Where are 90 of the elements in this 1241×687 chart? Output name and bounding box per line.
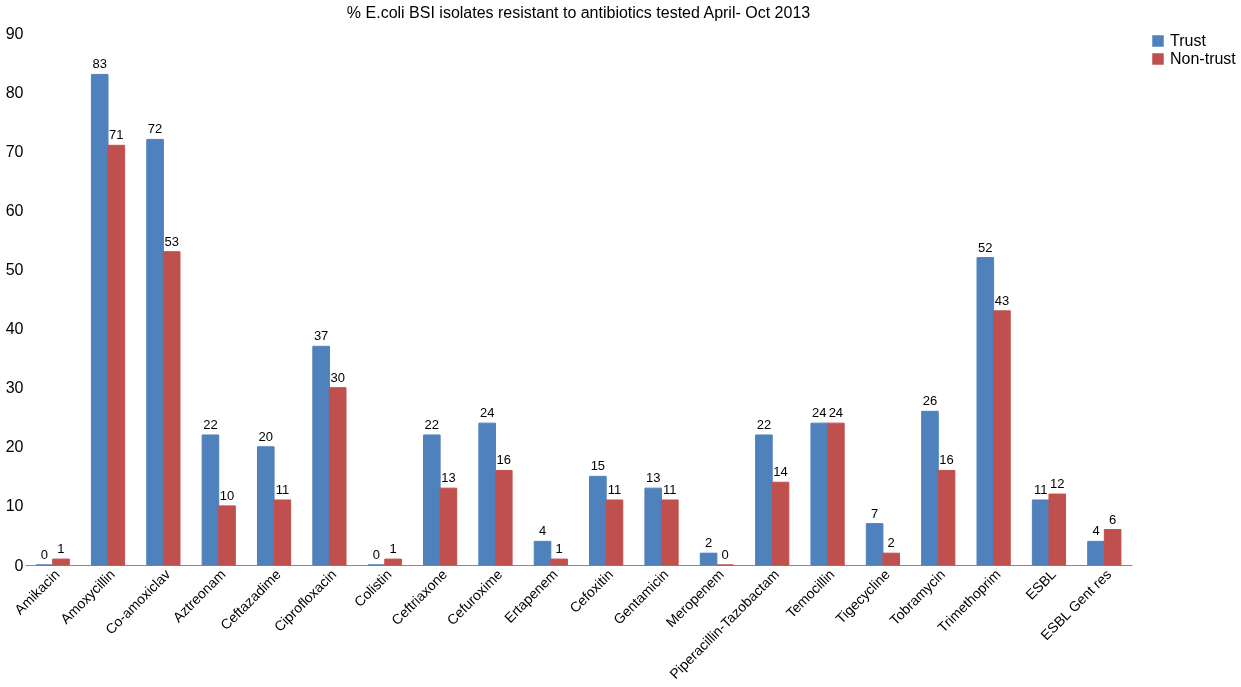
data-label: 52: [978, 239, 993, 255]
bar: [810, 422, 829, 566]
data-label: 11: [607, 481, 622, 497]
bar: [1048, 493, 1067, 566]
bar: [589, 475, 607, 566]
data-label: 2: [887, 535, 895, 551]
data-label: 16: [939, 452, 954, 468]
bar: [882, 552, 901, 566]
bar: [384, 558, 402, 566]
bar: [1031, 499, 1050, 566]
bar: [107, 144, 126, 566]
bar: [976, 257, 995, 566]
data-label: 4: [1092, 523, 1100, 539]
data-label: 0: [40, 547, 48, 562]
data-label: 6: [1109, 511, 1117, 527]
data-label: 72: [147, 121, 163, 137]
y-tick-label: 60: [5, 201, 24, 219]
bar: [201, 434, 220, 566]
data-label: 83: [92, 56, 107, 72]
data-label: 1: [555, 541, 563, 557]
bar: [661, 499, 679, 566]
data-label: 53: [164, 233, 179, 249]
data-label: 11: [275, 481, 290, 497]
bar: [494, 469, 513, 566]
bar: [52, 558, 70, 566]
y-tick-label: 10: [5, 497, 24, 515]
data-label: 14: [773, 464, 788, 480]
chart-title: % E.coli BSI isolates resistant to antibiotics tested April- Oct 2013: [346, 4, 811, 21]
bar: [1103, 529, 1122, 566]
bar: [423, 434, 441, 566]
y-tick-label: 20: [5, 438, 24, 456]
y-tick-label: 30: [5, 379, 24, 397]
data-label: 26: [922, 393, 938, 409]
bar: [533, 540, 552, 566]
legend-label: Trust: [1170, 32, 1207, 49]
data-label: 24: [828, 405, 844, 421]
bar: [273, 499, 292, 566]
data-label: 15: [590, 458, 606, 474]
bar: [312, 345, 330, 566]
bar: [90, 73, 109, 566]
bar: [478, 422, 496, 566]
bar: [993, 310, 1011, 566]
data-label: 37: [313, 328, 329, 344]
bar: [550, 558, 568, 566]
data-label: 7: [871, 505, 879, 521]
y-tick-label: 50: [5, 260, 24, 278]
data-label: 43: [994, 292, 1010, 308]
bar: [218, 505, 236, 566]
bar: [256, 446, 275, 566]
y-tick-label: 80: [5, 83, 24, 101]
bar: [865, 523, 884, 566]
data-label: 11: [663, 481, 677, 497]
data-label: 1: [389, 541, 397, 557]
bar: [771, 481, 790, 566]
data-label: 24: [479, 405, 495, 421]
y-tick-label: 0: [14, 556, 24, 574]
data-label: 22: [756, 416, 772, 432]
y-tick-label: 90: [5, 24, 24, 42]
bar: [755, 434, 773, 566]
bar: [1087, 540, 1105, 566]
data-label: 20: [258, 428, 274, 444]
data-label: 0: [372, 547, 381, 562]
y-tick-label: 40: [5, 320, 24, 338]
data-label: 13: [645, 470, 661, 486]
bar: [937, 469, 956, 566]
y-tick-label: 70: [5, 142, 24, 160]
data-label: 71: [109, 127, 124, 143]
data-label: 16: [496, 452, 512, 468]
data-label: 2: [704, 535, 713, 551]
data-label: 0: [721, 547, 729, 562]
bar: [644, 487, 663, 566]
data-label: 22: [424, 416, 440, 432]
bar: [827, 422, 845, 566]
data-label: 11: [1033, 481, 1048, 497]
bar: [605, 499, 624, 566]
data-label: 24: [812, 405, 827, 421]
bar: [328, 387, 347, 566]
data-label: 4: [538, 523, 547, 539]
data-label: 1: [57, 541, 65, 557]
legend-label: Non-trust: [1170, 50, 1237, 67]
data-label: 12: [1050, 476, 1065, 492]
data-label: 13: [441, 470, 456, 486]
data-label: 22: [203, 416, 218, 432]
bar: [146, 138, 164, 566]
data-label: 30: [330, 369, 345, 385]
bar: [439, 487, 458, 566]
bar: [921, 410, 939, 566]
data-label: 10: [219, 487, 235, 503]
bar: [162, 251, 181, 566]
bar: [699, 552, 718, 566]
